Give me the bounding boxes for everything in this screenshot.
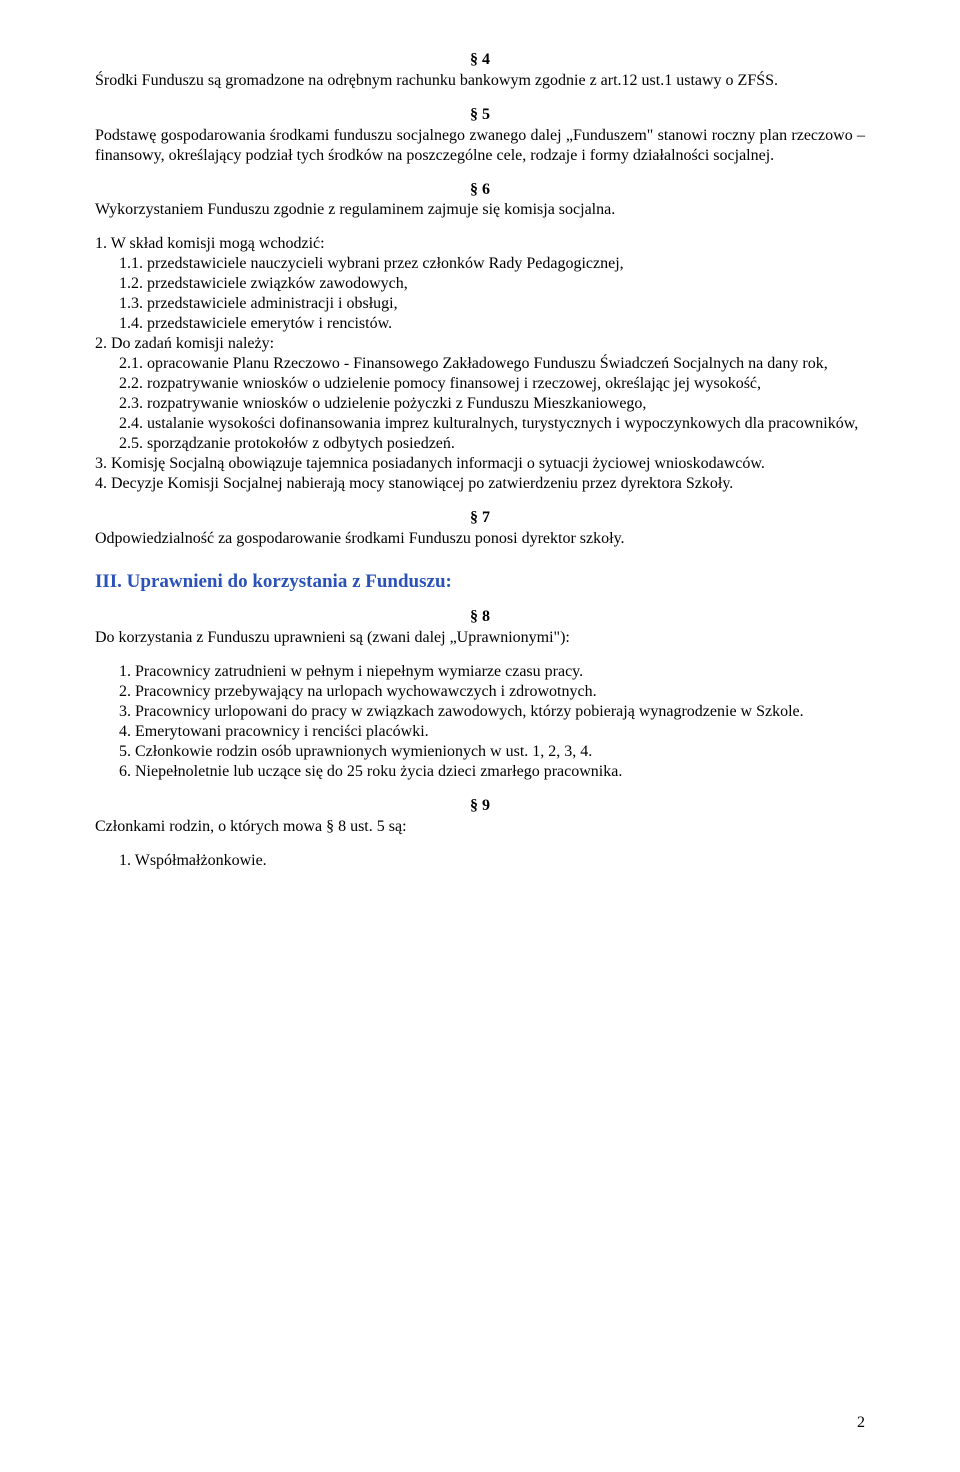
list-item: 1. Pracownicy zatrudnieni w pełnym i nie… xyxy=(119,662,865,682)
list-item: 2. Do zadań komisji należy: xyxy=(95,334,865,354)
section-9-number: § 9 xyxy=(95,796,865,817)
section-6-number: § 6 xyxy=(95,180,865,201)
list-sub-item: 2.3. rozpatrywanie wniosków o udzielenie… xyxy=(95,394,865,414)
list-item: 1. W skład komisji mogą wchodzić: xyxy=(95,234,865,254)
section-4-text: Środki Funduszu są gromadzone na odrębny… xyxy=(95,71,865,91)
list-sub-item: 2.4. ustalanie wysokości dofinansowania … xyxy=(95,414,865,434)
list-sub-item: 2.1. opracowanie Planu Rzeczowo - Finans… xyxy=(95,354,865,374)
list-sub-item: 1.3. przedstawiciele administracji i obs… xyxy=(95,294,865,314)
list-sub-item: 1.4. przedstawiciele emerytów i rencistó… xyxy=(95,314,865,334)
section-7-number: § 7 xyxy=(95,508,865,529)
list-item: 2. Pracownicy przebywający na urlopach w… xyxy=(119,682,865,702)
list-sub-item: 1.2. przedstawiciele związków zawodowych… xyxy=(95,274,865,294)
section-9-intro: Członkami rodzin, o których mowa § 8 ust… xyxy=(95,817,865,837)
list-sub-item: 2.5. sporządzanie protokołów z odbytych … xyxy=(95,434,865,454)
page-number: 2 xyxy=(857,1414,865,1432)
list-item: 3. Komisję Socjalną obowiązuje tajemnica… xyxy=(95,454,865,474)
list-item: 1. Współmałżonkowie. xyxy=(119,851,865,871)
section-8-list: 1. Pracownicy zatrudnieni w pełnym i nie… xyxy=(95,662,865,782)
list-item: 3. Pracownicy urlopowani do pracy w zwią… xyxy=(119,702,865,722)
section-8-number: § 8 xyxy=(95,607,865,628)
section-6-intro: Wykorzystaniem Funduszu zgodnie z regula… xyxy=(95,200,865,220)
heading-iii: III. Uprawnieni do korzystania z Fundusz… xyxy=(95,571,865,593)
section-9-list: 1. Współmałżonkowie. xyxy=(95,851,865,871)
document-page: § 4 Środki Funduszu są gromadzone na odr… xyxy=(0,0,960,1472)
section-5-text: Podstawę gospodarowania środkami fundusz… xyxy=(95,126,865,166)
section-5-number: § 5 xyxy=(95,105,865,126)
list-item: 5. Członkowie rodzin osób uprawnionych w… xyxy=(119,742,865,762)
section-4-number: § 4 xyxy=(95,50,865,71)
list-item: 4. Decyzje Komisji Socjalnej nabierają m… xyxy=(95,474,865,494)
section-6-list: 1. W skład komisji mogą wchodzić: 1.1. p… xyxy=(95,234,865,494)
list-sub-item: 2.2. rozpatrywanie wniosków o udzielenie… xyxy=(95,374,865,394)
list-item: 4. Emerytowani pracownicy i renciści pla… xyxy=(119,722,865,742)
list-item: 6. Niepełnoletnie lub uczące się do 25 r… xyxy=(119,762,865,782)
section-7-text: Odpowiedzialność za gospodarowanie środk… xyxy=(95,529,865,549)
list-sub-item: 1.1. przedstawiciele nauczycieli wybrani… xyxy=(95,254,865,274)
section-8-intro: Do korzystania z Funduszu uprawnieni są … xyxy=(95,628,865,648)
